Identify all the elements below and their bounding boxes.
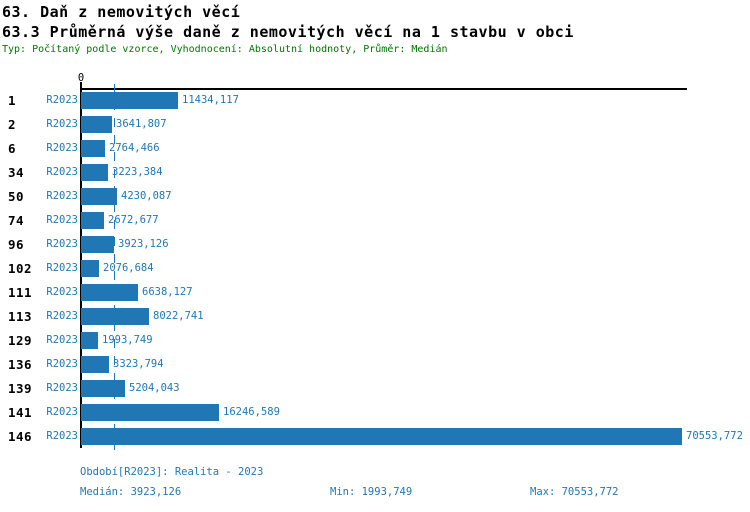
value-bar <box>81 164 108 181</box>
bar-value-label: 2764,466 <box>109 142 160 154</box>
bar-value-label: 6638,127 <box>142 286 193 298</box>
category-label: 141 <box>8 405 33 420</box>
series-label: R2023 <box>46 190 78 202</box>
series-label: R2023 <box>46 286 78 298</box>
value-bar <box>81 140 105 157</box>
bar-value-label: 1993,749 <box>102 334 153 346</box>
value-bar <box>81 404 219 421</box>
bar-value-label: 4230,087 <box>121 190 172 202</box>
category-label: 139 <box>8 381 33 396</box>
category-label: 2 <box>8 117 17 132</box>
value-bar <box>81 380 125 397</box>
value-bar <box>81 308 149 325</box>
bar-row: 136 R2023 3323,794 <box>0 356 750 373</box>
footer-max-stat: Max: 70553,772 <box>530 486 619 498</box>
x-axis-line <box>80 88 687 90</box>
bar-row: 141 R2023 16246,589 <box>0 404 750 421</box>
series-label: R2023 <box>46 166 78 178</box>
category-label: 111 <box>8 285 33 300</box>
bar-value-label: 3923,126 <box>118 238 169 250</box>
bar-row: 129 R2023 1993,749 <box>0 332 750 349</box>
value-bar <box>81 188 117 205</box>
bar-row: 50 R2023 4230,087 <box>0 188 750 205</box>
chart-subtitle: 63.3 Průměrná výše daně z nemovitých věc… <box>2 23 574 41</box>
footer-period-label: Období[R2023]: Realita - 2023 <box>80 466 264 478</box>
value-bar <box>81 116 112 133</box>
series-label: R2023 <box>46 118 78 130</box>
category-label: 1 <box>8 93 17 108</box>
bar-row: 2 R2023 3641,807 <box>0 116 750 133</box>
value-bar <box>81 332 98 349</box>
series-label: R2023 <box>46 214 78 226</box>
footer-min-stat: Min: 1993,749 <box>330 486 413 498</box>
bar-row: 146 R2023 70553,772 <box>0 428 750 445</box>
bar-row: 34 R2023 3223,384 <box>0 164 750 181</box>
series-label: R2023 <box>46 334 78 346</box>
bar-value-label: 2672,677 <box>108 214 159 226</box>
bar-value-label: 3641,807 <box>116 118 167 130</box>
series-label: R2023 <box>46 142 78 154</box>
category-label: 34 <box>8 165 25 180</box>
bar-value-label: 5204,043 <box>129 382 180 394</box>
bar-row: 6 R2023 2764,466 <box>0 140 750 157</box>
category-label: 50 <box>8 189 25 204</box>
series-label: R2023 <box>46 358 78 370</box>
series-label: R2023 <box>46 310 78 322</box>
bar-row: 96 R2023 3923,126 <box>0 236 750 253</box>
footer-median-stat: Medián: 3923,126 <box>80 486 182 498</box>
category-label: 136 <box>8 357 33 372</box>
bar-value-label: 16246,589 <box>223 406 280 418</box>
bar-row: 111 R2023 6638,127 <box>0 284 750 301</box>
page-title: 63. Daň z nemovitých věcí <box>2 3 241 21</box>
value-bar <box>81 92 178 109</box>
series-label: R2023 <box>46 382 78 394</box>
category-label: 102 <box>8 261 33 276</box>
bar-row: 1 R2023 11434,117 <box>0 92 750 109</box>
bar-value-label: 3323,794 <box>113 358 164 370</box>
bar-value-label: 70553,772 <box>686 430 743 442</box>
bar-value-label: 8022,741 <box>153 310 204 322</box>
series-label: R2023 <box>46 406 78 418</box>
bar-value-label: 2076,684 <box>103 262 154 274</box>
value-bar <box>81 356 109 373</box>
value-bar <box>81 284 138 301</box>
value-bar <box>81 260 99 277</box>
series-label: R2023 <box>46 94 78 106</box>
category-label: 146 <box>8 429 33 444</box>
series-label: R2023 <box>46 262 78 274</box>
bar-row: 139 R2023 5204,043 <box>0 380 750 397</box>
value-bar <box>81 236 114 253</box>
bar-value-label: 3223,384 <box>112 166 163 178</box>
median-reference-line <box>114 84 115 452</box>
value-bar <box>81 212 104 229</box>
value-bar <box>81 428 682 445</box>
category-label: 6 <box>8 141 17 156</box>
category-label: 74 <box>8 213 25 228</box>
series-label: R2023 <box>46 430 78 442</box>
series-label: R2023 <box>46 238 78 250</box>
bar-row: 113 R2023 8022,741 <box>0 308 750 325</box>
category-label: 96 <box>8 237 25 252</box>
bar-row: 102 R2023 2076,684 <box>0 260 750 277</box>
x-axis-zero-tick-label: 0 <box>77 72 85 84</box>
bar-row: 74 R2023 2672,677 <box>0 212 750 229</box>
bar-value-label: 11434,117 <box>182 94 239 106</box>
chart-meta-line: Typ: Počítaný podle vzorce, Vyhodnocení:… <box>2 44 448 55</box>
category-label: 113 <box>8 309 33 324</box>
category-label: 129 <box>8 333 33 348</box>
